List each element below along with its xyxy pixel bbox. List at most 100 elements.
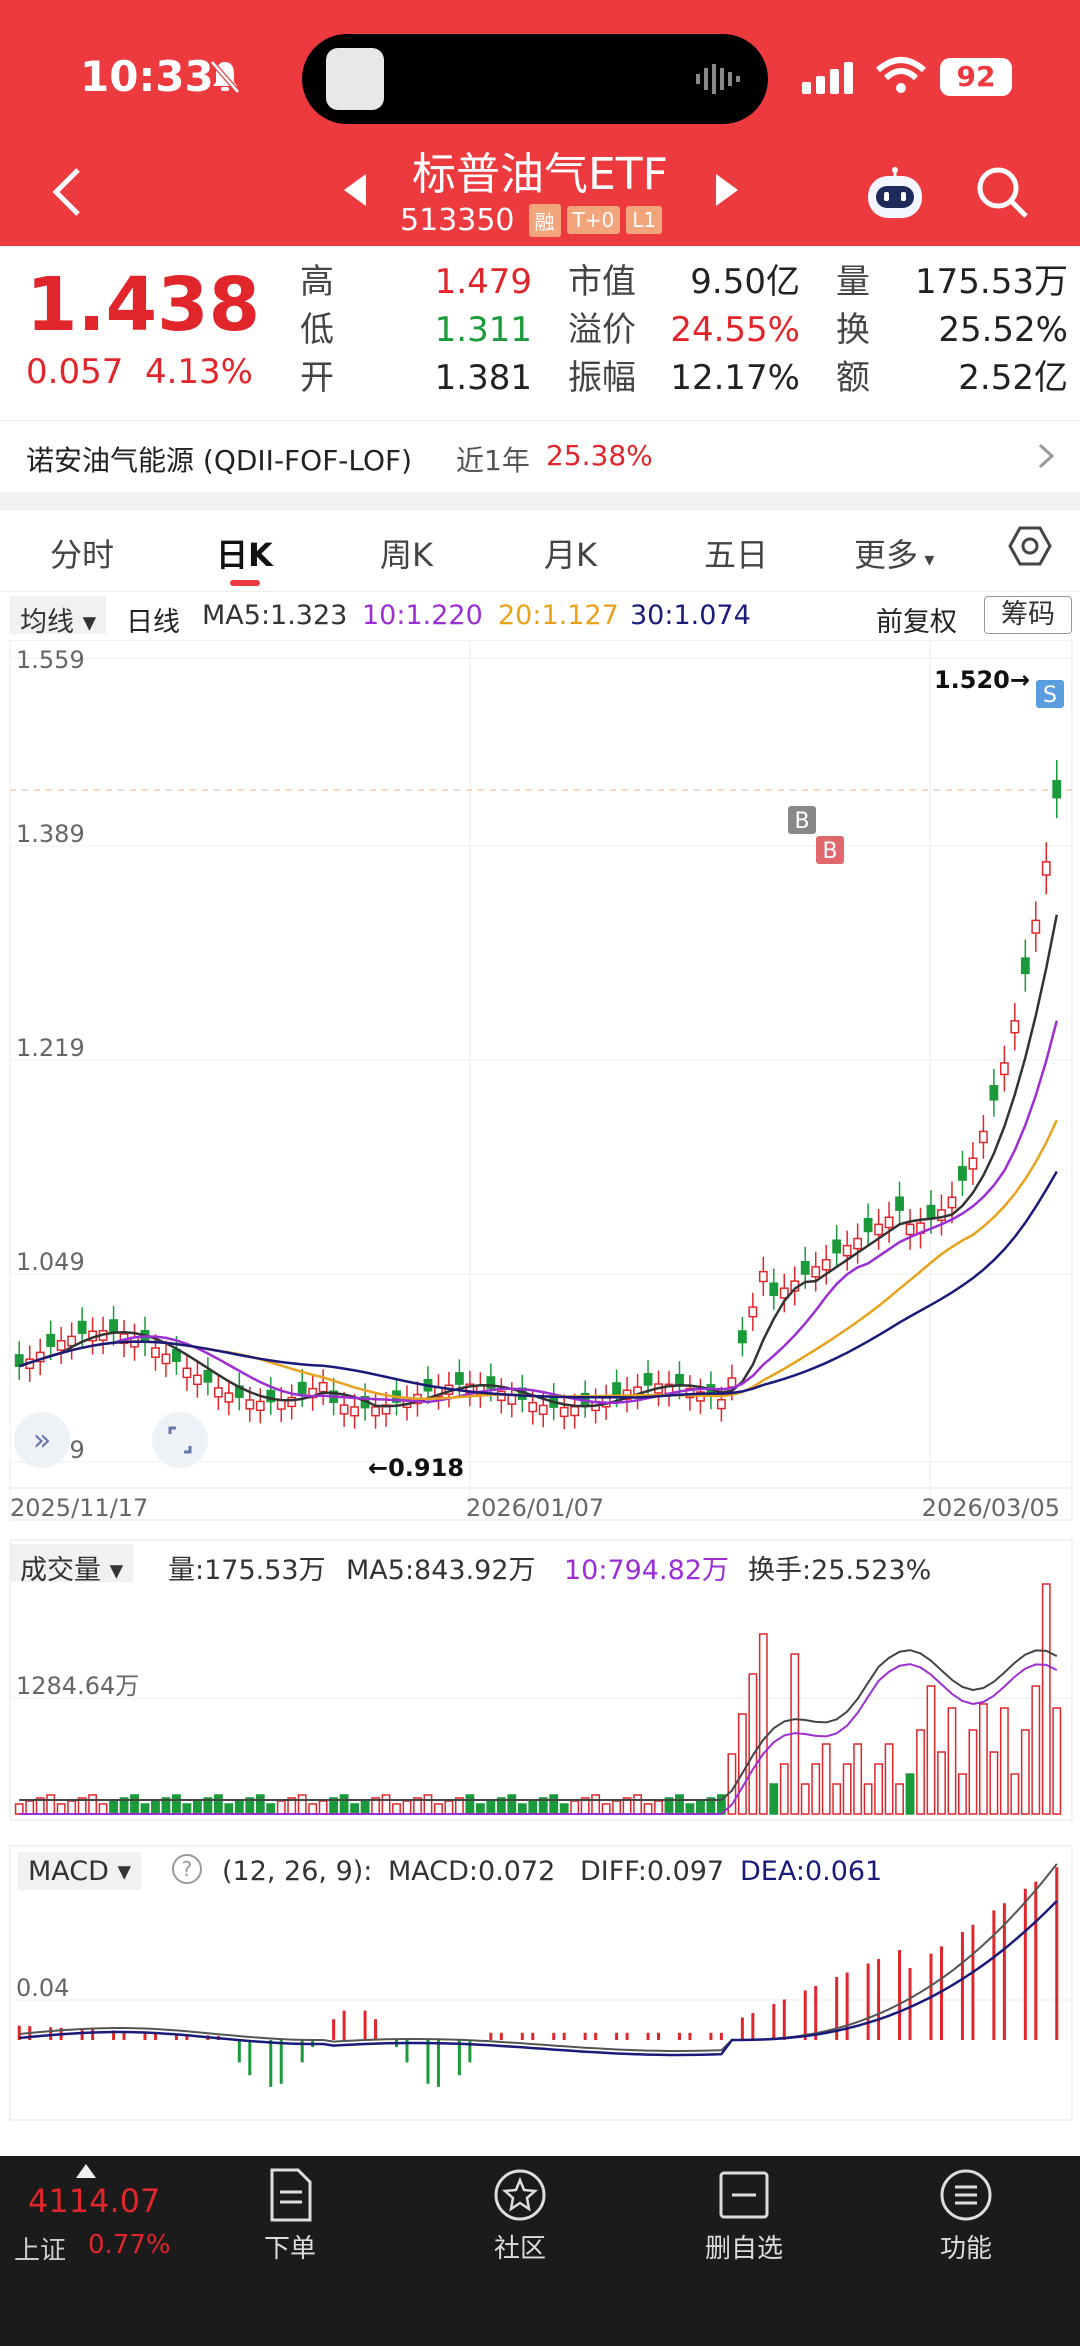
functions-button[interactable]: 功能: [906, 2168, 1026, 2265]
ma-dropdown[interactable]: 均线 ▾: [10, 596, 107, 638]
stat-amplitude: 12.17%: [670, 358, 800, 398]
tag-level: L1: [626, 206, 663, 234]
candle-body: [287, 1396, 297, 1408]
volume-bar: [863, 1783, 873, 1815]
community-button[interactable]: 社区: [460, 2168, 580, 2265]
stat-label-high: 高: [300, 262, 334, 302]
candle-body: [800, 1260, 810, 1275]
y-axis-label: 1.389: [16, 820, 85, 848]
help-icon[interactable]: ?: [172, 1854, 202, 1884]
volume-dropdown-label: 成交量: [20, 1555, 101, 1586]
back-arrow-icon[interactable]: [48, 164, 88, 220]
functions-label: 功能: [939, 2234, 992, 2264]
stat-premium: 24.55%: [670, 310, 800, 350]
media-thumbnail: [326, 48, 384, 110]
candle-body: [842, 1244, 852, 1257]
ma10-line: [18, 1020, 1059, 1405]
candle-body: [276, 1399, 286, 1410]
stat-amount: 2.52亿: [958, 358, 1068, 398]
ma5-value: MA5:1.323: [202, 600, 348, 631]
volume-bar: [297, 1794, 307, 1815]
candle-body: [989, 1085, 999, 1101]
volume-bar: [224, 1803, 234, 1815]
next-stock-icon[interactable]: [712, 170, 742, 210]
tab-daily-k[interactable]: 日K: [216, 536, 273, 574]
candle-body: [486, 1376, 496, 1389]
volume-dropdown[interactable]: 成交量 ▾: [10, 1544, 134, 1586]
tab-monthly-k[interactable]: 月K: [544, 536, 597, 574]
volume-panel-frame: [9, 1539, 1073, 1821]
wifi-icon: [876, 57, 926, 93]
volume-bar: [612, 1800, 622, 1815]
volume-ma5: MA5:843.92万: [346, 1555, 536, 1586]
chart-tabs: 分时 日K 周K 月K 五日 更多 ▾: [0, 510, 1080, 592]
candle-body: [716, 1399, 726, 1410]
index-value[interactable]: 4114.07: [28, 2182, 161, 2220]
caret-down-icon: ▾: [74, 607, 97, 638]
volume-bar: [434, 1803, 443, 1815]
fullscreen-icon[interactable]: [152, 1412, 208, 1468]
remove-watchlist-button[interactable]: 删自选: [684, 2168, 804, 2265]
ma30-line: [18, 1170, 1058, 1399]
macd-dropdown[interactable]: MACD ▾: [18, 1852, 142, 1890]
candle-body: [507, 1394, 517, 1405]
stat-col-2-labels: 市值 溢价 振幅: [568, 258, 636, 402]
candle-body: [454, 1372, 464, 1385]
volume-bar: [486, 1800, 496, 1815]
volume-bar: [675, 1794, 684, 1815]
macd-axis-label: 0.04: [16, 1974, 69, 2002]
tab-five-day[interactable]: 五日: [704, 536, 769, 574]
candle-body: [958, 1166, 967, 1181]
tab-weekly-k[interactable]: 周K: [380, 536, 433, 574]
volume-bar: [737, 1713, 747, 1815]
volume-bar: [46, 1794, 56, 1815]
diff-value: DIFF:0.097: [580, 1856, 725, 1887]
volume-bar: [958, 1773, 967, 1815]
collapse-sidebar-icon[interactable]: [14, 1412, 70, 1468]
candle-body: [559, 1406, 569, 1418]
volume-bar: [832, 1783, 842, 1815]
low-marker: ←0.918: [368, 1454, 464, 1482]
caret-down-icon: ▾: [101, 1555, 124, 1586]
macd-params: (12, 26, 9):: [222, 1856, 373, 1887]
ma-legend-row: 均线 ▾ 日线 MA5:1.323 10:1.220 20:1.127 30:1…: [0, 592, 1080, 640]
signal-icon: [802, 62, 853, 94]
chip-button[interactable]: 筹码: [984, 596, 1072, 634]
y-axis-label: 1.219: [16, 1034, 85, 1062]
candle-body: [832, 1239, 842, 1254]
prev-stock-icon[interactable]: [340, 170, 370, 210]
volume-bar: [339, 1794, 349, 1815]
candle-body: [192, 1374, 202, 1386]
tab-intraday[interactable]: 分时: [50, 536, 115, 574]
assistant-robot-icon[interactable]: [862, 166, 928, 226]
ma30-value: 30:1.074: [630, 600, 751, 631]
order-doc-icon: [270, 2168, 312, 2222]
stat-label-volume: 量: [836, 262, 870, 302]
candle-body: [853, 1237, 863, 1250]
volume-bar: [999, 1707, 1009, 1815]
volume-bar: [360, 1800, 370, 1815]
buy-badge-bg: [788, 806, 816, 834]
ma10-value: 10:1.220: [362, 600, 483, 631]
candle-body: [1020, 957, 1030, 975]
volume-bar: [475, 1803, 485, 1815]
volume-bar: [14, 1803, 24, 1815]
volume-bar: [1031, 1685, 1041, 1815]
candle-body: [528, 1401, 538, 1413]
related-fund-row[interactable]: 诺安油气能源 (QDII-FOF-LOF) 近1年 25.38%: [0, 420, 1080, 490]
volume-bar: [276, 1800, 286, 1815]
volume-bar: [758, 1633, 768, 1815]
volume-bar: [234, 1800, 244, 1815]
volume-bar: [937, 1751, 946, 1815]
candle-body: [905, 1223, 915, 1236]
order-button[interactable]: 下单: [230, 2168, 350, 2265]
search-icon[interactable]: [972, 162, 1032, 222]
candle-body: [297, 1381, 307, 1395]
volume-bar: [570, 1800, 580, 1815]
buy-badge: B: [794, 809, 809, 834]
adjust-mode[interactable]: 前复权: [876, 607, 957, 638]
tab-more[interactable]: 更多 ▾: [854, 530, 934, 576]
kline-chart[interactable]: 1.5591.3891.2191.0490.8792025/11/172026/…: [0, 640, 1080, 2156]
page-title: 标普油气ETF: [412, 149, 668, 200]
settings-hexagon-icon[interactable]: [1008, 524, 1052, 568]
